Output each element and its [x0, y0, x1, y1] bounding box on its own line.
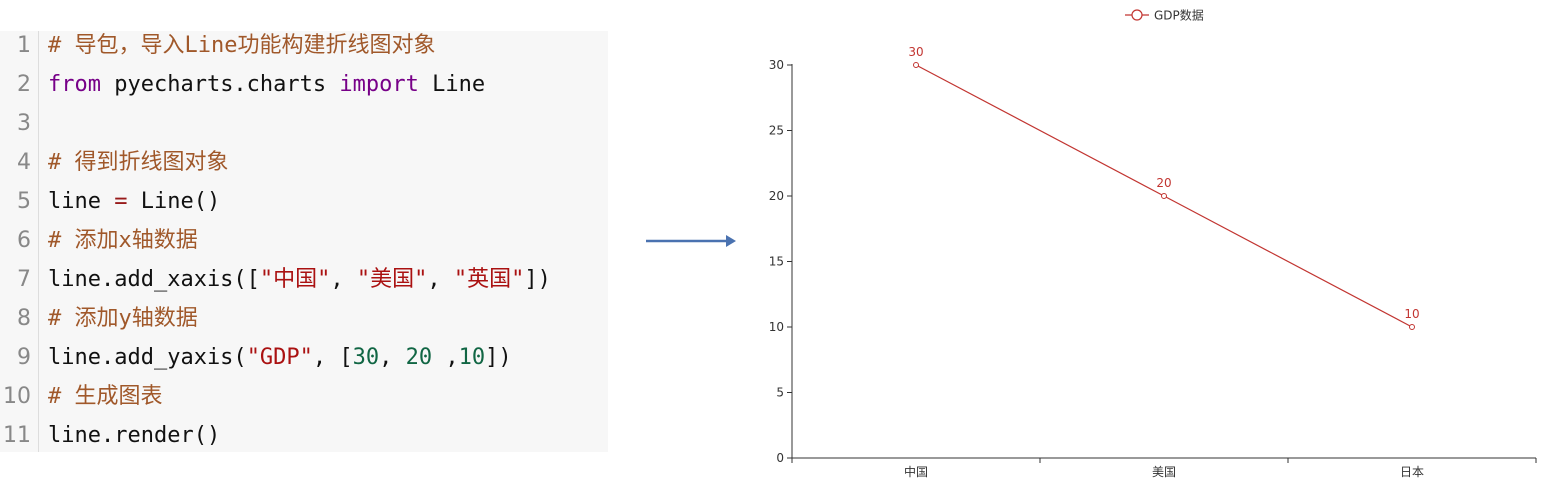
line-code: line.render()	[48, 416, 220, 455]
code-token: Line()	[127, 189, 221, 214]
line-code: # 得到折线图对象	[48, 143, 229, 182]
code-token: # 导包，导入Line功能构建折线图对象	[48, 33, 436, 58]
line-number: 4	[17, 150, 31, 175]
code-token: # 得到折线图对象	[48, 150, 229, 175]
data-point	[1161, 193, 1167, 199]
data-point	[913, 62, 919, 68]
y-tick-label: 0	[776, 451, 784, 465]
legend-marker-icon	[1131, 9, 1143, 21]
code-line: 7 line.add_xaxis(["中国", "美国", "英国"])	[0, 260, 608, 299]
line-number: 2	[17, 72, 31, 97]
code-token: 10	[458, 345, 486, 370]
code-line: 4 # 得到折线图对象	[0, 143, 608, 182]
code-line: 2 from pyecharts.charts import Line	[0, 65, 608, 104]
code-line: 6 # 添加x轴数据	[0, 221, 608, 260]
y-tick-label: 15	[769, 255, 784, 269]
line-code: # 生成图表	[48, 377, 163, 416]
legend-label: GDP数据	[1154, 8, 1204, 23]
data-label: 10	[1404, 307, 1419, 321]
code-token: "中国"	[259, 267, 331, 292]
y-tick-label: 30	[769, 58, 784, 72]
code-token: from	[48, 72, 101, 97]
line-number: 1	[17, 33, 31, 58]
code-token: , [	[312, 345, 353, 370]
code-token: # 添加x轴数据	[48, 228, 198, 253]
x-tick-label: 中国	[904, 464, 928, 479]
line-code: line = Line()	[48, 182, 220, 221]
code-token: =	[114, 189, 128, 214]
code-token: import	[339, 72, 419, 97]
y-tick-label: 5	[776, 386, 784, 400]
chart-svg: 0 5 10 15 20 25 30 中国 美国 日本 30 20 10 GDP数据	[769, 8, 1537, 479]
data-label: 30	[908, 45, 923, 59]
code-line: 8 # 添加y轴数据	[0, 299, 608, 338]
line-code: # 导包，导入Line功能构建折线图对象	[48, 26, 435, 65]
code-token: # 生成图表	[48, 384, 163, 409]
data-point	[1409, 324, 1415, 330]
code-line: 1 # 导包，导入Line功能构建折线图对象	[0, 26, 608, 65]
y-tick-label: 10	[769, 320, 784, 334]
code-line: 9 line.add_yaxis("GDP", [30, 20 ,10])	[0, 338, 608, 377]
line-number: 5	[17, 189, 31, 214]
code-token: "GDP"	[246, 345, 313, 370]
code-token: line	[48, 189, 115, 214]
code-token: line.add_xaxis([	[48, 267, 260, 292]
code-token: ])	[485, 345, 512, 370]
line-code: line.add_xaxis(["中国", "美国", "英国"])	[48, 260, 551, 299]
line-code: line.add_yaxis("GDP", [30, 20 ,10])	[48, 338, 512, 377]
line-number: 10	[3, 384, 31, 409]
line-number-gutter	[0, 31, 39, 452]
code-token: ,	[427, 267, 454, 292]
code-token: 30	[352, 345, 380, 370]
code-line: 10 # 生成图表	[0, 377, 608, 416]
code-token: # 添加y轴数据	[48, 306, 198, 331]
code-token: line.add_yaxis(	[48, 345, 247, 370]
line-number: 7	[17, 267, 31, 292]
line-code: # 添加y轴数据	[48, 299, 198, 338]
code-token: ,	[432, 345, 459, 370]
data-label: 20	[1156, 176, 1171, 190]
x-tick-label: 美国	[1152, 465, 1176, 479]
line-number: 11	[3, 423, 31, 448]
x-tick-label: 日本	[1400, 465, 1424, 479]
arrow-icon	[646, 230, 738, 252]
y-tick-label: 25	[769, 124, 784, 138]
line-number: 6	[17, 228, 31, 253]
line-number: 3	[17, 111, 31, 136]
line-code: from pyecharts.charts import Line	[48, 65, 485, 104]
y-tick-label: 20	[769, 189, 784, 203]
code-line: 11 line.render()	[0, 416, 608, 455]
code-line: 3	[0, 104, 608, 143]
code-token: ,	[379, 345, 406, 370]
code-token: ])	[524, 267, 551, 292]
code-token: line.render()	[48, 423, 221, 448]
code-token: ,	[330, 267, 357, 292]
line-code: # 添加x轴数据	[48, 221, 198, 260]
code-token: "美国"	[356, 267, 428, 292]
code-token: Line	[418, 72, 486, 97]
code-line: 5 line = Line()	[0, 182, 608, 221]
line-chart: 0 5 10 15 20 25 30 中国 美国 日本 30 20 10 GDP数据	[755, 0, 1547, 495]
code-token: "英国"	[453, 267, 525, 292]
code-token: 20	[405, 345, 433, 370]
code-editor: 1 # 导包，导入Line功能构建折线图对象 2 from pyecharts.cha…	[0, 31, 608, 452]
line-number: 8	[17, 306, 31, 331]
line-number: 9	[17, 345, 31, 370]
code-token: pyecharts.charts	[100, 72, 340, 97]
